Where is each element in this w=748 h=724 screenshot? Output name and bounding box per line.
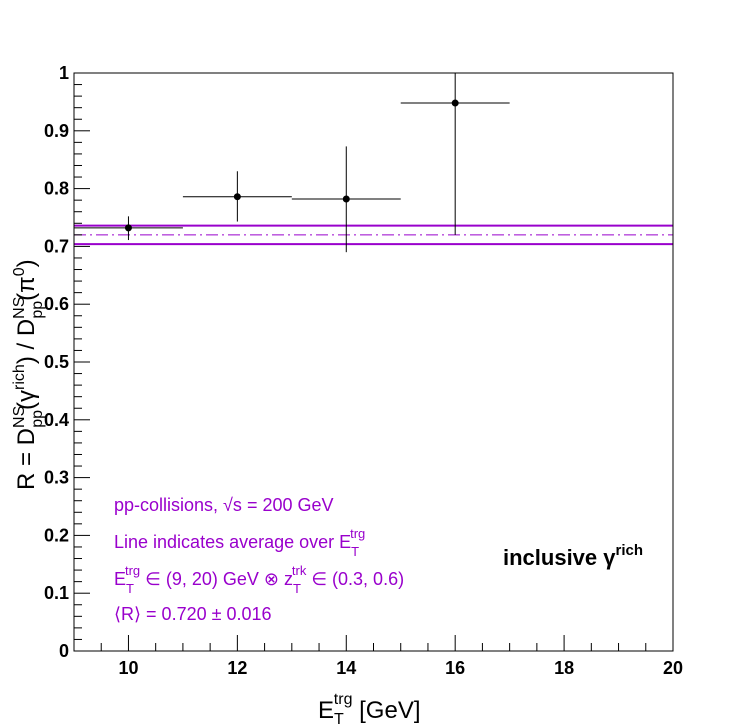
x-axis-ticks — [73, 635, 674, 651]
data-point-2 — [182, 171, 292, 222]
average-band — [74, 224, 673, 246]
y-title-part1: R = D — [13, 428, 40, 490]
y-tick-label: 0.7 — [44, 236, 69, 256]
annotation-collisions: pp-collisions, √s = 200 GeV — [114, 495, 334, 515]
y-title-ns-sup1: NS — [11, 406, 28, 428]
x-tick-label: 14 — [336, 658, 356, 678]
annotation-ranges-mid: ∈ (9, 20) GeV ⊗ z — [140, 569, 293, 589]
annotation-ranges: ETtrg ∈ (9, 20) GeV ⊗ zTtrk ∈ (0.3, 0.6) — [114, 563, 404, 596]
y-tick-label: 0.4 — [44, 410, 69, 430]
y-title-pp-sub2: pp — [29, 301, 46, 319]
y-title-part2: (γ — [13, 390, 40, 410]
y-title-pp-sub1: pp — [29, 410, 46, 428]
y-title-ns-sup2: NS — [11, 297, 28, 319]
data-point-3 — [291, 146, 401, 253]
x-tick-labels: 10 12 14 16 18 20 — [118, 658, 683, 678]
annotation-ranges-end: ∈ (0.3, 0.6) — [306, 569, 404, 589]
badge-text: inclusive γ — [503, 545, 616, 570]
y-title-part3: ) / D — [13, 319, 40, 364]
y-tick-label: 0.5 — [44, 352, 69, 372]
y-title-part4: (π — [13, 276, 40, 301]
marker — [233, 193, 241, 201]
x-axis-title-sup: trg — [334, 691, 353, 708]
x-tick-label: 20 — [663, 658, 683, 678]
annotation-ranges-z-sub: T — [293, 581, 301, 596]
y-title-zero-sup: 0 — [11, 267, 28, 276]
y-tick-label: 0.9 — [44, 121, 69, 141]
annotation-collisions-b: = 200 GeV — [242, 495, 334, 515]
y-tick-label: 1 — [59, 63, 69, 83]
badge-sup: rich — [616, 542, 644, 559]
marker — [124, 224, 132, 232]
y-tick-label: 0.1 — [44, 583, 69, 603]
y-tick-label: 0.3 — [44, 468, 69, 488]
x-axis-title-sub: T — [334, 711, 344, 724]
annotation-average: Line indicates average over ETtrg — [114, 526, 365, 559]
annotation-collisions-a: pp-collisions, — [114, 495, 223, 515]
marker — [342, 195, 350, 203]
annotation-ranges-e-sub: T — [126, 581, 134, 596]
x-tick-label: 18 — [554, 658, 574, 678]
annotation-average-sub: T — [351, 544, 359, 559]
y-title-part5: ) — [13, 259, 40, 267]
y-title-rich-sup: rich — [11, 364, 28, 390]
annotation-average-a: Line indicates average over E — [114, 532, 351, 552]
badge-inclusive-gamma: inclusive γrich — [503, 542, 643, 570]
data-point-4 — [400, 73, 510, 235]
annotation-ranges-z-sup: trk — [292, 563, 307, 578]
y-tick-label: 0.6 — [44, 294, 69, 314]
x-axis-title-tail: [GeV] — [352, 697, 420, 724]
y-tick-label: 0 — [59, 641, 69, 661]
y-tick-labels: 0 0.1 0.2 0.3 0.4 0.5 0.6 0.7 0.8 0.9 1 — [44, 63, 69, 661]
marker — [451, 99, 459, 107]
data-points — [74, 73, 510, 253]
x-tick-label: 16 — [445, 658, 465, 678]
annotation-average-sup: trg — [350, 526, 365, 541]
x-tick-label: 10 — [118, 658, 138, 678]
data-point-1 — [74, 216, 183, 241]
x-tick-label: 12 — [227, 658, 247, 678]
annotation-collisions-sqrt: √s — [223, 495, 242, 515]
x-axis-title-main: E — [318, 697, 334, 724]
y-tick-label: 0.8 — [44, 179, 69, 199]
y-axis-title: R = DNSpp(γrich) / DNSpp(π0) — [11, 259, 46, 490]
annotation-ranges-e-sup: trg — [125, 563, 140, 578]
x-axis-title: ETtrg [GeV] — [318, 691, 421, 724]
y-tick-label: 0.2 — [44, 525, 69, 545]
annotation-mean-r: ⟨R⟩ = 0.720 ± 0.016 — [114, 604, 272, 624]
y-axis-ticks — [74, 72, 90, 652]
annotation-ranges-e: E — [114, 569, 126, 589]
